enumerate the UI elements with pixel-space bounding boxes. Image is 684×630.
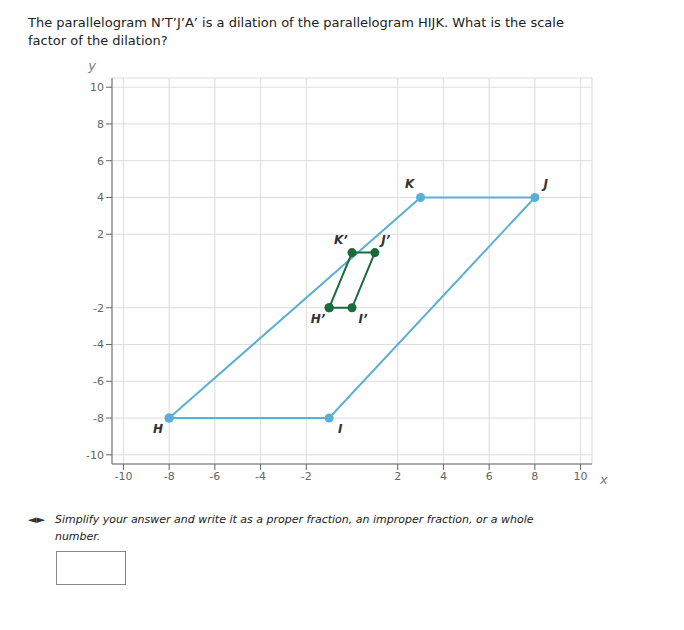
svg-text:y: y bbox=[87, 58, 96, 73]
svg-text:-6: -6 bbox=[209, 470, 220, 483]
svg-text:K: K bbox=[405, 178, 416, 192]
svg-text:10: 10 bbox=[90, 81, 104, 94]
svg-text:-8: -8 bbox=[164, 470, 175, 483]
svg-text:-8: -8 bbox=[93, 412, 104, 425]
svg-text:-10: -10 bbox=[86, 449, 104, 462]
svg-text:H: H bbox=[153, 422, 163, 436]
html-text:Simplify your answer and write: Simplify your answer and write it as a p… bbox=[54, 513, 534, 543]
svg-text:J’: J’ bbox=[379, 233, 390, 247]
svg-text:2: 2 bbox=[394, 470, 401, 483]
svg-text:I: I bbox=[338, 422, 343, 436]
svg-text:-6: -6 bbox=[93, 376, 104, 389]
svg-text:4: 4 bbox=[97, 192, 104, 205]
svg-text:-4: -4 bbox=[255, 470, 266, 483]
svg-text:6: 6 bbox=[486, 470, 493, 483]
svg-text:-2: -2 bbox=[301, 470, 312, 483]
svg-text:I’: I’ bbox=[358, 312, 367, 326]
svg-text:x: x bbox=[599, 472, 608, 487]
svg-text:4: 4 bbox=[440, 470, 447, 483]
html-text:The parallelogram N’T’J’A’ is: The parallelogram N’T’J’A’ is a dilation… bbox=[28, 15, 564, 49]
svg-text:H’: H’ bbox=[311, 312, 326, 326]
svg-text:-10: -10 bbox=[114, 470, 132, 483]
svg-text:6: 6 bbox=[97, 155, 104, 168]
svg-text:-2: -2 bbox=[93, 302, 104, 315]
svg-text:8: 8 bbox=[97, 118, 104, 131]
svg-text:-4: -4 bbox=[93, 339, 104, 352]
svg-text:10: 10 bbox=[574, 470, 588, 483]
svg-text:K’: K’ bbox=[334, 233, 348, 247]
svg-text:2: 2 bbox=[97, 229, 104, 242]
svg-text:J: J bbox=[542, 178, 549, 192]
svg-text:8: 8 bbox=[531, 470, 538, 483]
